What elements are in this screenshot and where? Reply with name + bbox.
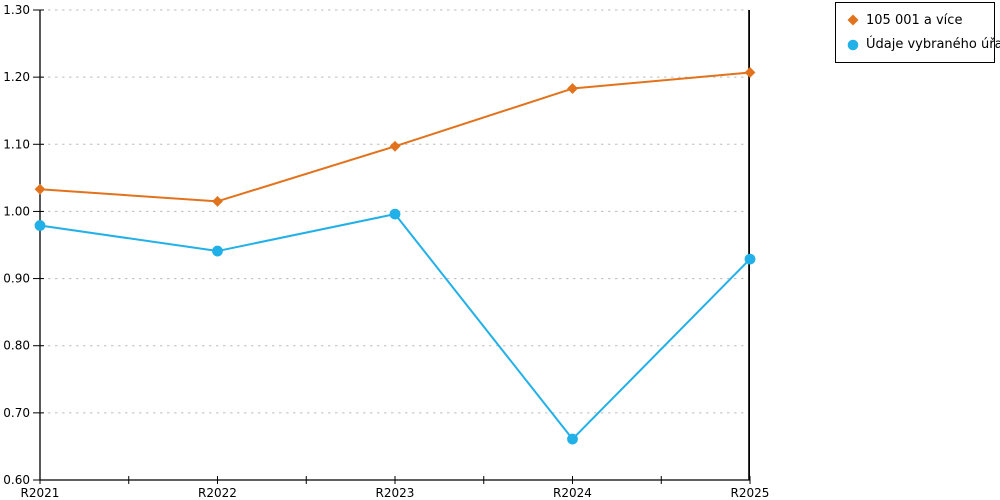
data-point-diamond[interactable]	[212, 195, 223, 207]
legend-item: 105 001 a více	[847, 13, 994, 28]
y-tick-label: 1.10	[3, 137, 30, 151]
y-tick-label: 1.00	[3, 204, 30, 218]
y-tick-label: 1.30	[3, 3, 30, 17]
axes	[33, 9, 751, 484]
data-point-diamond[interactable]	[389, 140, 401, 152]
legend-item: Údaje vybraného úřadu	[847, 37, 1000, 52]
axis-labels: 0.60 0.70 0.80 0.90 1.00 1.10 1.20 1.30 R2021 R20…	[3, 3, 769, 500]
data-point-diamond[interactable]	[567, 83, 578, 94]
data-point-diamond[interactable]	[34, 183, 46, 195]
data-point-circle[interactable]	[744, 253, 756, 265]
x-tick-label: R2023	[376, 486, 415, 500]
diamond-icon	[847, 14, 859, 26]
gridlines	[41, 9, 749, 414]
legend-label: 105 001 a více	[866, 12, 963, 28]
circle-icon	[847, 39, 859, 51]
data-point-circle[interactable]	[34, 220, 46, 231]
y-tick-label: 0.80	[3, 339, 30, 353]
y-tick-label: 1.20	[3, 70, 30, 84]
y-tick-label: 0.60	[3, 473, 30, 487]
series-large-offices	[34, 67, 756, 207]
y-tick-label: 0.70	[3, 406, 30, 420]
y-tick-label: 0.90	[3, 272, 30, 286]
data-point-circle[interactable]	[567, 433, 578, 445]
series-line	[39, 71, 751, 203]
legend-label: Údaje vybraného úřadu	[866, 37, 1000, 53]
x-tick-label: R2022	[198, 486, 237, 500]
data-point-circle[interactable]	[389, 208, 401, 220]
legend: 105 001 a více Údaje vybraného úřadu	[835, 2, 1000, 63]
data-point-diamond[interactable]	[744, 67, 756, 78]
x-tick-label: R2025	[731, 486, 770, 500]
x-tick-label: R2024	[553, 486, 592, 500]
data-point-circle[interactable]	[212, 245, 223, 257]
series-selected-office	[34, 208, 756, 445]
x-tick-label: R2021	[21, 486, 60, 500]
series-line	[39, 213, 751, 441]
